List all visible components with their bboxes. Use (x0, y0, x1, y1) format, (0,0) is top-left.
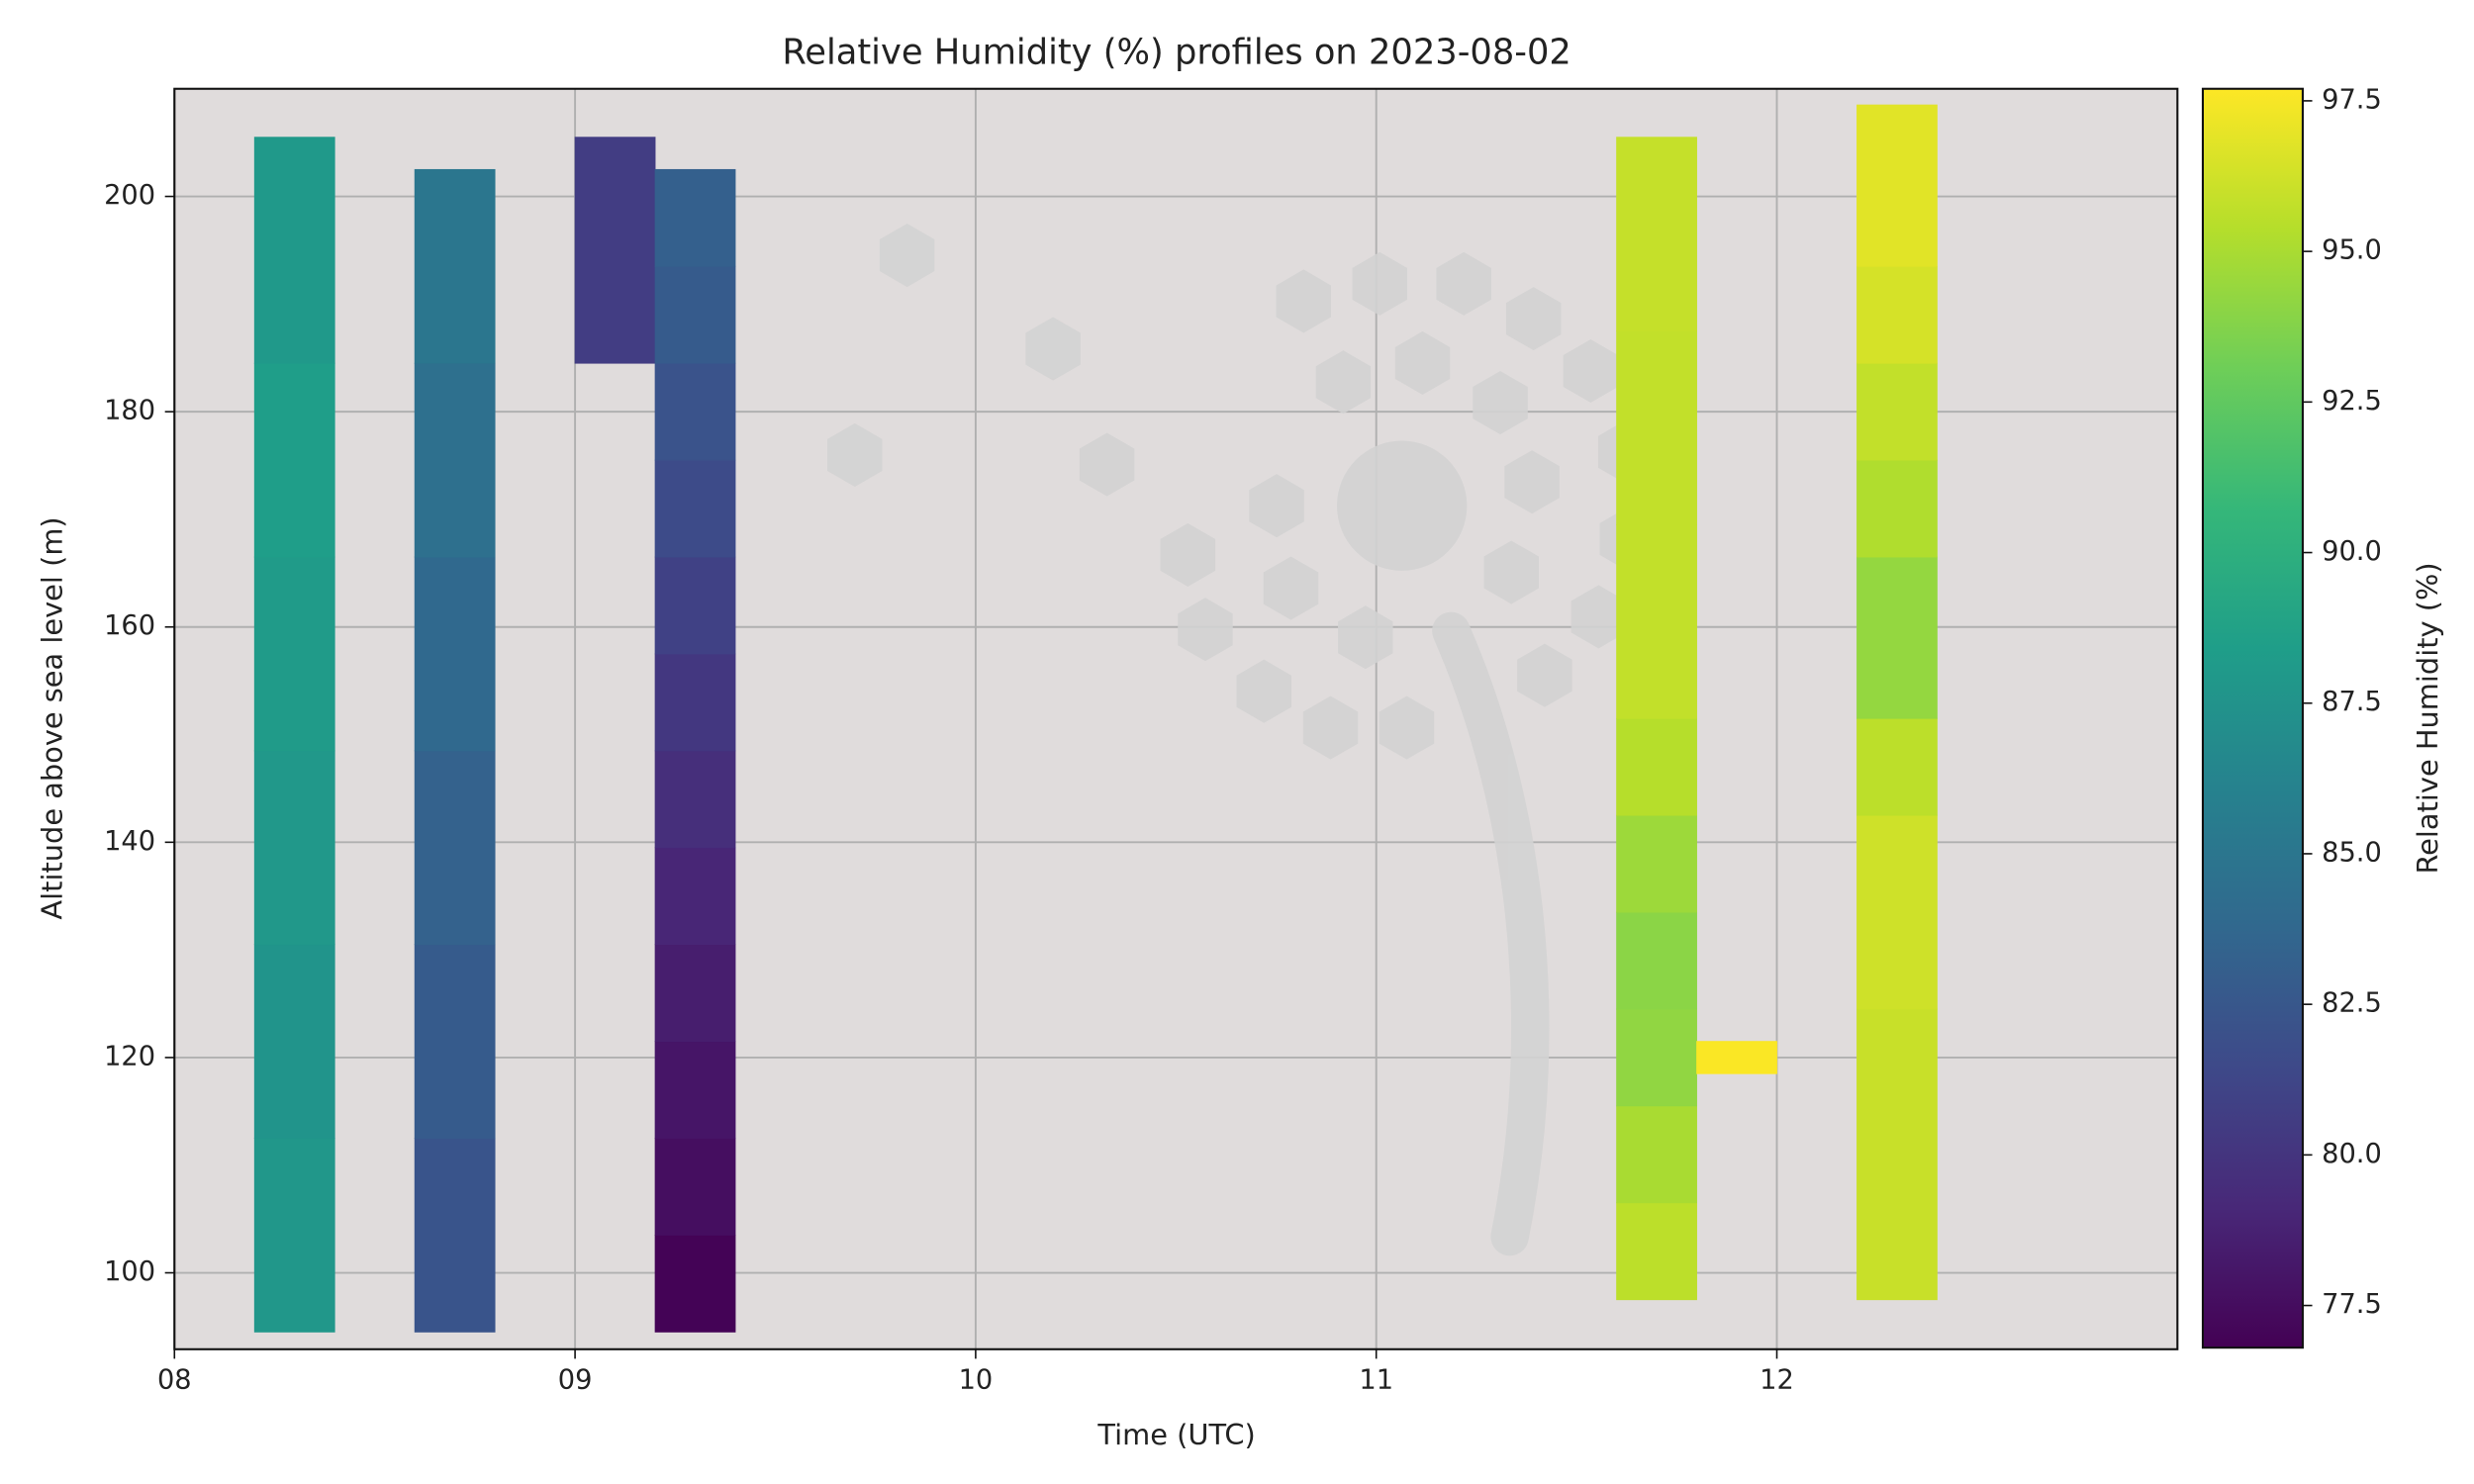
heatmap-cell (654, 750, 736, 849)
heatmap-cell (1616, 717, 1697, 816)
watermark-hexagon (1473, 371, 1528, 435)
x-tick-label: 10 (959, 1364, 994, 1395)
heatmap-cell (414, 556, 496, 752)
x-tick-label: 09 (558, 1364, 593, 1395)
heatmap-cell (654, 1138, 736, 1236)
watermark-hexagon (1249, 474, 1304, 538)
heatmap-cell (1616, 330, 1697, 525)
chart-title: Relative Humidity (%) profiles on 2023-0… (782, 32, 1570, 72)
watermark-hexagon (1079, 432, 1135, 497)
heatmap-cell (253, 137, 335, 364)
x-tick-label: 08 (157, 1364, 192, 1395)
y-tick-label: 140 (104, 826, 155, 857)
heatmap-cell (654, 556, 736, 655)
watermark-hexagon (1517, 643, 1572, 707)
plot-frame (173, 87, 2179, 1350)
colorbar-tick-label: 90.0 (2322, 536, 2382, 567)
y-tick-label: 100 (104, 1256, 155, 1287)
watermark-hexagon (1352, 251, 1407, 316)
colorbar-tick-label: 97.5 (2322, 84, 2382, 115)
watermark-circle (1336, 440, 1468, 571)
watermark-hexagon (1394, 330, 1451, 396)
heatmap-cell (654, 265, 736, 364)
heatmap-cell (414, 1138, 496, 1333)
plot-area (174, 88, 2178, 1349)
colorbar (2201, 87, 2304, 1349)
heatmap-cell (1616, 911, 1697, 1010)
watermark-hexagon (1263, 556, 1319, 620)
watermark-hexagon (1505, 287, 1562, 351)
watermark-hexagon (879, 223, 935, 288)
heatmap-cell (1856, 265, 1938, 364)
watermark-hexagon (1570, 585, 1627, 649)
watermark-hexagon (1276, 269, 1332, 333)
watermark-stem (1432, 611, 1550, 1256)
heatmap-cell (654, 653, 736, 752)
watermark-hexagon (827, 422, 883, 487)
heatmap-cell (253, 556, 335, 752)
heatmap-cell (1616, 137, 1697, 331)
heatmap-cell (1856, 717, 1938, 816)
y-tick-label: 180 (104, 396, 155, 426)
colorbar-tick-label: 92.5 (2322, 386, 2382, 417)
heatmap-cell (1856, 459, 1938, 558)
watermark-hexagon (1025, 317, 1081, 381)
heatmap-cell (253, 362, 335, 558)
heatmap-cell (1616, 1008, 1697, 1107)
heatmap-cell (414, 944, 496, 1139)
watermark-hexagon (1236, 659, 1292, 723)
colorbar-tick-label: 77.5 (2322, 1289, 2382, 1320)
heatmap-cell (1616, 523, 1697, 719)
heatmap-cell (654, 459, 736, 558)
heatmap-cell (654, 1235, 736, 1333)
heatmap-cell (1856, 814, 1938, 1010)
heatmap-cell (654, 847, 736, 946)
heatmap-cell (253, 750, 335, 946)
watermark-hexagon (1436, 251, 1491, 316)
colorbar-tick-label: 85.0 (2322, 837, 2382, 868)
heatmap-cell (414, 168, 496, 364)
heatmap-cell (1616, 1202, 1697, 1301)
watermark-hexagon (1302, 696, 1359, 760)
colorbar-tick-label: 87.5 (2322, 687, 2382, 717)
heatmap-cell (654, 168, 736, 267)
watermark-hexagon (1315, 350, 1372, 415)
watermark-hexagon (1178, 598, 1233, 662)
y-axis-label: Altitude above sea level (m) (35, 516, 68, 919)
watermark-hexagon (1563, 338, 1619, 404)
y-tick-label: 120 (104, 1041, 155, 1071)
heatmap-cell (414, 362, 496, 558)
heatmap-cell (253, 1138, 335, 1333)
heatmap-cell (1856, 556, 1938, 719)
watermark-hexagon (1504, 450, 1560, 514)
colorbar-tick-label: 80.0 (2322, 1139, 2382, 1169)
heatmap-cell (1616, 814, 1697, 913)
heatmap-cell (654, 1041, 736, 1139)
colorbar-tick-label: 82.5 (2322, 988, 2382, 1019)
heatmap-cell (1856, 362, 1938, 461)
x-tick-label: 12 (1760, 1364, 1794, 1395)
heatmap-cell (1696, 1041, 1777, 1074)
x-axis-label: Time (UTC) (1096, 1418, 1255, 1451)
watermark-hexagon (1483, 540, 1540, 604)
watermark (827, 223, 1655, 1256)
y-tick-label: 160 (104, 610, 155, 641)
y-tick-label: 200 (104, 180, 155, 211)
watermark-hexagon (1160, 522, 1216, 587)
heatmap-cell (253, 944, 335, 1139)
heatmap-cell (414, 750, 496, 946)
heatmap-cell (1616, 1105, 1697, 1204)
heatmap-cell (574, 137, 656, 364)
heatmap-cell (654, 944, 736, 1043)
colorbar-tick-label: 95.0 (2322, 235, 2382, 266)
colorbar-label: Relative Humidity (%) (2411, 562, 2444, 874)
heatmap-cell (1856, 104, 1938, 267)
heatmap-cell (654, 362, 736, 461)
x-tick-label: 11 (1359, 1364, 1393, 1395)
watermark-hexagon (1379, 696, 1435, 760)
watermark-hexagon (1338, 605, 1393, 670)
heatmap-cell (1856, 1008, 1938, 1301)
